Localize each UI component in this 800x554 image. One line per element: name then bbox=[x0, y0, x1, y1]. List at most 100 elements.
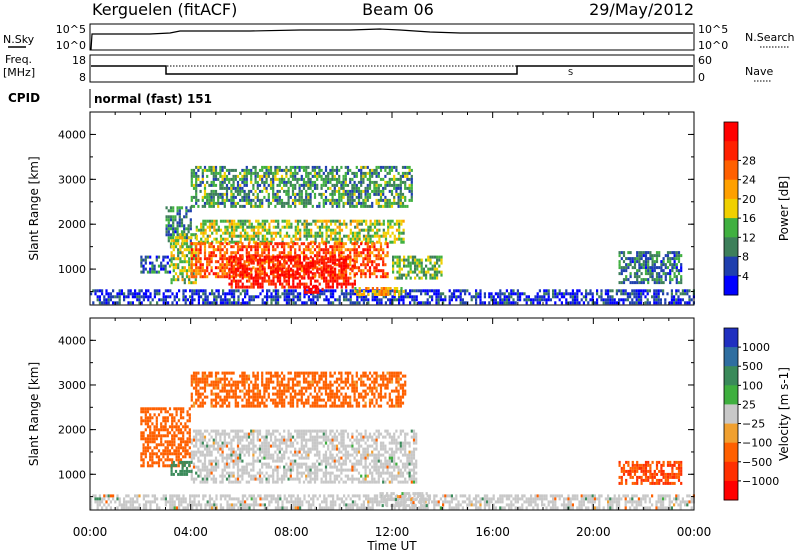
vel-region-4 bbox=[170, 460, 193, 476]
noise-right-tick-top: 10^5 bbox=[698, 23, 728, 36]
noise-left-tick-top: 10^5 bbox=[56, 23, 86, 36]
power-colorbar-swatch-1 bbox=[724, 141, 738, 161]
vel-colorbar-swatch-5 bbox=[724, 423, 738, 444]
vel-colorbar-swatch-4 bbox=[724, 404, 738, 424]
vel-colorbar-swatch-7 bbox=[724, 461, 738, 482]
date-title: 29/May/2012 bbox=[589, 0, 694, 19]
power-region-10 bbox=[354, 287, 405, 296]
vel-ytick-label-2: 3000 bbox=[58, 379, 86, 392]
vel-region-6 bbox=[618, 460, 683, 485]
power-colorbar-tick-0: 4 bbox=[742, 270, 749, 283]
vel-region-3 bbox=[190, 371, 407, 408]
vel-colorbar-swatch-1 bbox=[724, 347, 738, 367]
vel-colorbar-swatch-8 bbox=[724, 480, 738, 501]
vel-colorbar-tick-2: 100 bbox=[742, 379, 763, 392]
power-colorbar-swatch-5 bbox=[724, 218, 738, 238]
vel-colorbar-tick-1: 500 bbox=[742, 360, 763, 373]
power-region-9 bbox=[392, 255, 443, 280]
vel-region-2 bbox=[140, 407, 191, 468]
power-ytick-label-3: 4000 bbox=[58, 128, 86, 141]
power-panel: 1000 2000 3000 4000 Slant Range [km] 4 8 12 16 20… bbox=[27, 111, 791, 306]
beam-title: Beam 06 bbox=[362, 0, 434, 19]
power-region-7 bbox=[228, 255, 356, 289]
freq-mark: S bbox=[568, 68, 573, 77]
power-colorbar-tick-6: 28 bbox=[742, 154, 756, 167]
station-title: Kerguelen (fitACF) bbox=[92, 0, 237, 19]
power-colorbar-swatch-3 bbox=[724, 179, 738, 200]
vel-data-cells bbox=[90, 371, 695, 510]
power-region-3 bbox=[190, 165, 413, 208]
noise-panel: N.Sky 10^5 10^0 10^5 10^0 N.Search bbox=[3, 23, 795, 52]
x-tick-label-0: 00:00 bbox=[73, 525, 108, 539]
vel-region-5 bbox=[379, 492, 430, 508]
power-colorbar-swatch-0 bbox=[724, 122, 738, 142]
freq-line bbox=[91, 65, 693, 75]
power-colorbar-swatch-8 bbox=[724, 275, 738, 296]
vel-colorbar-tick-6: −500 bbox=[742, 456, 772, 469]
vel-colorbar-swatch-3 bbox=[724, 385, 738, 405]
power-ylabel: Slant Range [km] bbox=[27, 156, 41, 260]
vel-ytick-label-3: 4000 bbox=[58, 334, 86, 347]
vel-colorbar-swatch-2 bbox=[724, 366, 738, 386]
freq-label-line1: Freq. bbox=[5, 53, 32, 66]
x-tick-label-3: 12:00 bbox=[375, 525, 410, 539]
power-ytick-label-0: 1000 bbox=[58, 263, 86, 276]
x-tick-label-2: 08:00 bbox=[274, 525, 309, 539]
x-axis-label: Time UT bbox=[366, 539, 417, 553]
cpid-value: normal (fast) 151 bbox=[94, 92, 212, 106]
vel-colorbar-tick-4: −25 bbox=[742, 418, 765, 431]
noise-sky-line bbox=[90, 28, 693, 51]
freq-panel: Freq. [MHz] 18 8 60 0 Nave S bbox=[3, 53, 773, 84]
freq-left-tick-top: 18 bbox=[72, 54, 86, 67]
vel-colorbar: 1000 500 100 25 −25 −100 −500 −1000 Velocity [m … bbox=[723, 327, 791, 501]
time-axis: 00:00 04:00 08:00 12:00 16:00 20:00 00:00 bbox=[73, 525, 712, 539]
nsearch-label: N.Search bbox=[745, 31, 795, 44]
vel-colorbar-tick-0: 1000 bbox=[742, 341, 770, 354]
power-colorbar-swatch-7 bbox=[724, 256, 738, 277]
power-colorbar-swatch-2 bbox=[724, 160, 738, 181]
power-colorbar-label: Power [dB] bbox=[777, 176, 791, 241]
x-tick-label-1: 04:00 bbox=[173, 525, 208, 539]
freq-label-line2: [MHz] bbox=[3, 66, 35, 79]
vel-colorbar-swatch-0 bbox=[724, 328, 738, 348]
power-colorbar-tick-4: 20 bbox=[742, 193, 756, 206]
noise-left-tick-bottom: 10^0 bbox=[56, 39, 86, 52]
cpid-label: CPID bbox=[8, 91, 40, 105]
noise-right-tick-bottom: 10^0 bbox=[698, 39, 728, 52]
x-tick-label-6: 00:00 bbox=[677, 525, 712, 539]
vel-colorbar-swatch-6 bbox=[724, 442, 738, 463]
vel-ytick-label-1: 2000 bbox=[58, 424, 86, 437]
power-region-1 bbox=[140, 255, 172, 274]
power-colorbar-tick-1: 8 bbox=[742, 251, 749, 264]
power-region-5 bbox=[195, 219, 405, 244]
freq-right-tick-bottom: 0 bbox=[698, 71, 705, 84]
power-region-8 bbox=[303, 284, 324, 294]
x-tick-label-5: 20:00 bbox=[576, 525, 611, 539]
vel-colorbar-tick-7: −1000 bbox=[742, 475, 779, 488]
freq-right-tick-top: 60 bbox=[698, 54, 712, 67]
power-colorbar-tick-2: 12 bbox=[742, 231, 756, 244]
power-colorbar-tick-5: 24 bbox=[742, 174, 756, 187]
vel-region-1 bbox=[190, 429, 418, 484]
power-colorbar-tick-3: 16 bbox=[742, 212, 756, 225]
vel-region-0 bbox=[90, 494, 695, 510]
vel-colorbar-label: Velocity [m s-1] bbox=[777, 367, 791, 461]
x-tick-label-4: 16:00 bbox=[475, 525, 510, 539]
power-region-6 bbox=[190, 242, 389, 279]
nsky-label: N.Sky bbox=[3, 33, 35, 46]
vel-ytick-label-0: 1000 bbox=[58, 468, 86, 481]
freq-left-tick-bottom: 8 bbox=[79, 71, 86, 84]
power-colorbar-swatch-4 bbox=[724, 198, 738, 219]
power-data-cells bbox=[90, 165, 695, 305]
power-ytick-label-2: 3000 bbox=[58, 173, 86, 186]
power-ytick-label-1: 2000 bbox=[58, 218, 86, 231]
power-region-11 bbox=[618, 251, 683, 285]
vel-colorbar-tick-3: 25 bbox=[742, 398, 756, 411]
nave-label: Nave bbox=[745, 65, 773, 78]
vel-colorbar-tick-5: −100 bbox=[742, 437, 772, 450]
power-colorbar-swatch-6 bbox=[724, 237, 738, 257]
vel-ylabel: Slant Range [km] bbox=[27, 362, 41, 466]
power-colorbar: 4 8 12 16 20 24 28 Power [dB] bbox=[723, 121, 791, 296]
